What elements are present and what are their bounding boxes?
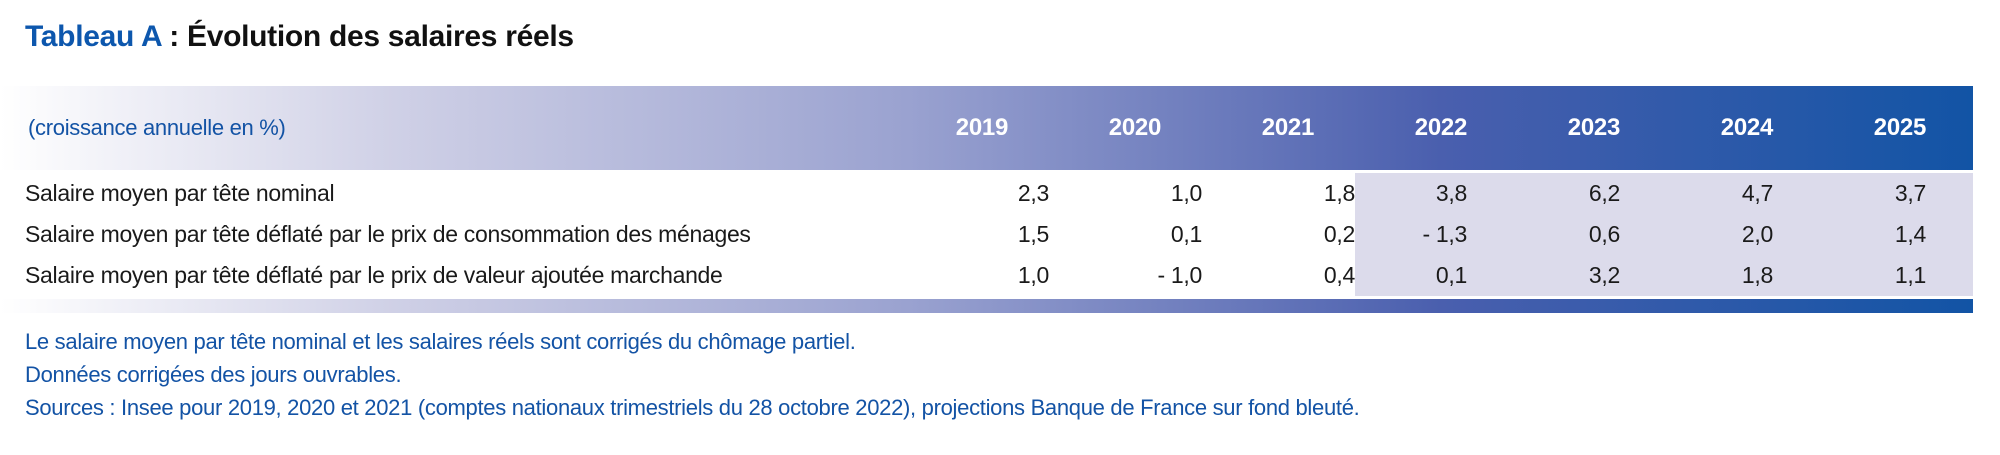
row-end-spacer [1926,255,1973,296]
value-cell-projection: 3,2 [1588,262,1620,288]
footnote-line: Le salaire moyen par tête nominal et les… [25,329,856,354]
value-cell-projection: 1,4 [1894,221,1926,247]
table-body: Salaire moyen par tête nominal 2,3 1,0 1… [0,173,1973,296]
value-cell-projection: 2,0 [1741,221,1773,247]
salaries-table: (croissance annuelle en %) 2019 2020 202… [0,86,1973,313]
value-cell: 1,0 [1170,180,1202,206]
value-cell: 1,5 [1017,221,1049,247]
projection-highlight: 0,1 3,2 1,8 1,1 [1355,255,1973,296]
row-end-spacer [1926,173,1973,214]
value-cell-projection: 1,8 [1741,262,1773,288]
value-cell-projection: 4,7 [1741,180,1773,206]
footnote-line: Données corrigées des jours ouvrables. [25,362,402,387]
title-text: : Évolution des salaires réels [161,20,574,53]
value-cell-projection: - 1,3 [1422,221,1467,247]
unit-label: (croissance annuelle en %) [28,115,286,140]
value-cell-projection: 3,8 [1435,180,1467,206]
value-cell: - 1,0 [1157,262,1202,288]
header-end-spacer [1926,86,1973,170]
value-cell: 2,3 [1017,180,1049,206]
value-cell: 0,2 [1323,221,1355,247]
value-cell-projection: 3,7 [1894,180,1926,206]
year-header-2019: 2019 [955,114,1009,141]
row-end-spacer [1926,214,1973,255]
footnote-line: Sources : Insee pour 2019, 2020 et 2021 … [25,395,1360,420]
year-header-2023: 2023 [1567,114,1621,141]
title-table-label: Tableau A [25,20,162,53]
value-cell-projection: 1,1 [1894,262,1926,288]
row-label: Salaire moyen par tête déflaté par le pr… [25,221,751,247]
page-title: Tableau A : Évolution des salaires réels [0,0,2000,56]
table-row: Salaire moyen par tête nominal 2,3 1,0 1… [0,173,1973,214]
value-cell-projection: 0,6 [1588,221,1620,247]
year-header-2024: 2024 [1720,114,1774,141]
row-label: Salaire moyen par tête déflaté par le pr… [25,262,723,288]
table-bottom-bar [0,299,1973,313]
table-header-band: (croissance annuelle en %) 2019 2020 202… [0,86,1973,170]
year-header-2022: 2022 [1414,114,1468,141]
row-label: Salaire moyen par tête nominal [25,180,335,206]
table-row: Salaire moyen par tête déflaté par le pr… [0,255,1973,296]
table-row: Salaire moyen par tête déflaté par le pr… [0,214,1973,255]
value-cell-projection: 0,1 [1435,262,1467,288]
value-cell: 0,1 [1170,221,1202,247]
value-cell-projection: 6,2 [1588,180,1620,206]
year-header-2025: 2025 [1873,114,1927,141]
footnotes: Le salaire moyen par tête nominal et les… [0,325,2000,424]
year-header-2021: 2021 [1261,114,1315,141]
projection-highlight: 3,8 6,2 4,7 3,7 [1355,173,1973,214]
projection-highlight: - 1,3 0,6 2,0 1,4 [1355,214,1973,255]
value-cell: 1,8 [1323,180,1355,206]
value-cell: 0,4 [1323,262,1355,288]
year-header-2020: 2020 [1108,114,1162,141]
value-cell: 1,0 [1017,262,1049,288]
